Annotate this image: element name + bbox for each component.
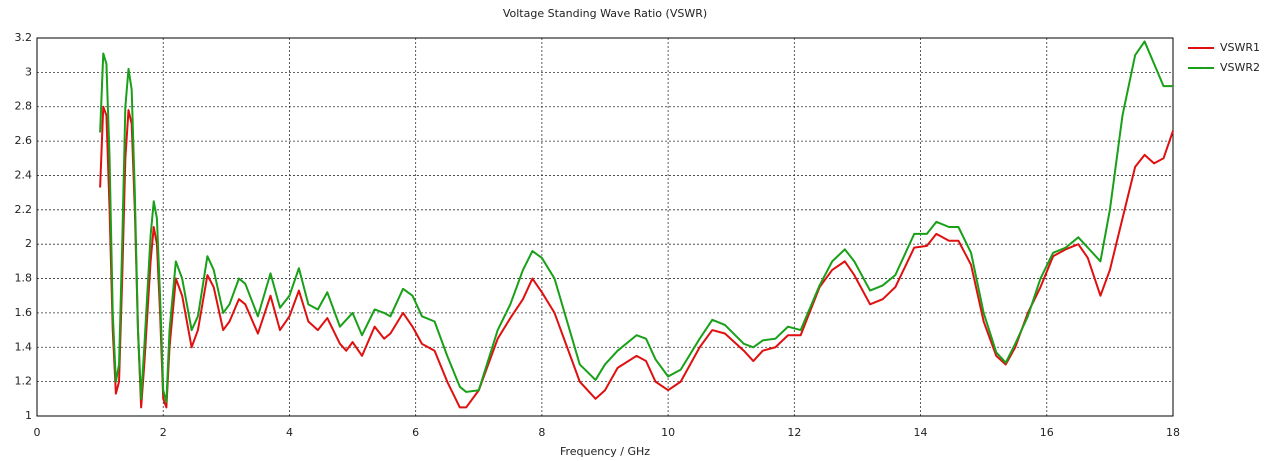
x-tick-label: 16 [1040,426,1054,439]
y-tick-label: 1.2 [15,375,33,388]
y-tick-label: 1.8 [15,272,33,285]
y-tick-label: 2 [25,237,32,250]
y-tick-label: 2.4 [15,168,33,181]
y-tick-label: 1.4 [15,340,33,353]
x-tick-label: 4 [286,426,293,439]
y-tick-label: 1 [25,409,32,422]
x-tick-label: 6 [412,426,419,439]
y-tick-label: 2.2 [15,203,33,216]
x-tick-label: 12 [787,426,801,439]
x-tick-label: 2 [160,426,167,439]
x-tick-label: 10 [661,426,675,439]
y-tick-label: 3.2 [15,31,33,44]
y-tick-label: 2.6 [15,134,33,147]
x-tick-label: 8 [538,426,545,439]
series-line [99,105,1174,409]
y-tick-label: 3 [25,65,32,78]
chart-title: Voltage Standing Wave Ratio (VSWR) [503,7,707,20]
x-tick-label: 14 [914,426,928,439]
y-tick-label: 2.8 [15,100,33,113]
x-axis-label: Frequency / GHz [560,445,650,458]
legend-label: VSWR1 [1220,41,1260,54]
x-tick-label: 18 [1166,426,1180,439]
plot-frame [36,37,1174,417]
legend-label: VSWR2 [1220,61,1260,74]
x-tick-label: 0 [34,426,41,439]
y-tick-label: 1.6 [15,306,33,319]
series-line [99,40,1173,404]
